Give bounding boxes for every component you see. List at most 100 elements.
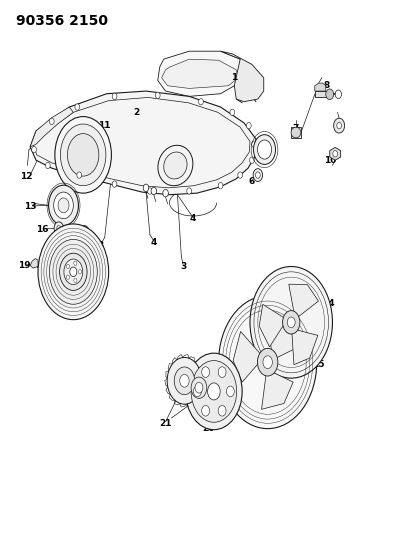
Circle shape [45, 163, 50, 168]
Circle shape [199, 99, 203, 105]
Circle shape [48, 185, 78, 225]
Circle shape [257, 349, 278, 376]
Circle shape [219, 296, 317, 429]
Circle shape [195, 382, 203, 393]
Circle shape [186, 353, 242, 430]
Text: 7: 7 [292, 124, 298, 133]
Circle shape [230, 109, 235, 116]
Polygon shape [162, 59, 238, 88]
Polygon shape [30, 259, 38, 268]
Polygon shape [268, 322, 301, 359]
Circle shape [163, 189, 168, 197]
Circle shape [147, 188, 152, 194]
Circle shape [66, 275, 69, 279]
Circle shape [333, 151, 338, 157]
Circle shape [112, 93, 117, 100]
Text: 17: 17 [73, 231, 85, 240]
Circle shape [155, 92, 160, 99]
Circle shape [191, 361, 237, 422]
Text: 10: 10 [324, 156, 337, 165]
Text: 12: 12 [20, 172, 32, 181]
Text: 3: 3 [180, 262, 186, 271]
Circle shape [287, 317, 295, 328]
Text: 4: 4 [190, 214, 196, 223]
Text: 90356 2150: 90356 2150 [17, 14, 108, 28]
Circle shape [326, 89, 334, 100]
Circle shape [238, 172, 243, 178]
Circle shape [252, 141, 256, 148]
Circle shape [247, 123, 251, 129]
Circle shape [67, 134, 99, 176]
Circle shape [74, 261, 77, 265]
Circle shape [64, 259, 83, 285]
Circle shape [49, 118, 54, 125]
Text: 15: 15 [312, 360, 325, 369]
Polygon shape [30, 107, 73, 147]
Circle shape [263, 356, 272, 368]
Circle shape [193, 386, 201, 397]
Polygon shape [289, 284, 318, 318]
Ellipse shape [158, 146, 193, 185]
Text: 21: 21 [159, 419, 172, 428]
Text: 1: 1 [231, 73, 238, 82]
Polygon shape [315, 91, 330, 98]
Circle shape [54, 222, 63, 235]
Ellipse shape [291, 127, 301, 138]
Circle shape [202, 367, 210, 377]
Circle shape [66, 264, 69, 269]
Circle shape [250, 157, 254, 164]
Text: 20: 20 [203, 424, 215, 433]
Circle shape [335, 90, 342, 99]
Polygon shape [221, 51, 264, 102]
Circle shape [255, 172, 260, 178]
Circle shape [55, 117, 112, 193]
Circle shape [282, 311, 300, 334]
Circle shape [54, 192, 73, 219]
Polygon shape [262, 372, 293, 409]
Text: 6: 6 [249, 177, 255, 186]
Text: 16: 16 [36, 225, 48, 234]
Circle shape [59, 253, 87, 290]
Circle shape [227, 386, 234, 397]
Text: 18: 18 [59, 295, 72, 304]
Polygon shape [291, 127, 301, 138]
Circle shape [60, 124, 106, 185]
Circle shape [75, 104, 80, 110]
Circle shape [250, 266, 333, 378]
Circle shape [58, 198, 69, 213]
Text: 4: 4 [151, 238, 157, 247]
Text: 5: 5 [257, 140, 263, 149]
Circle shape [174, 367, 195, 394]
Circle shape [218, 367, 226, 377]
Circle shape [337, 123, 342, 129]
Circle shape [78, 270, 82, 274]
Text: 14: 14 [322, 299, 335, 308]
Text: 8: 8 [323, 81, 330, 90]
Circle shape [151, 187, 156, 195]
Circle shape [77, 172, 82, 178]
Circle shape [202, 406, 210, 416]
Text: 19: 19 [18, 261, 31, 270]
Circle shape [253, 168, 262, 181]
Circle shape [257, 140, 271, 159]
Ellipse shape [164, 152, 187, 179]
Text: 2: 2 [133, 108, 139, 117]
Polygon shape [315, 83, 326, 91]
Circle shape [167, 358, 202, 404]
Circle shape [143, 184, 149, 191]
Text: 11: 11 [98, 121, 111, 130]
Circle shape [70, 267, 77, 277]
Circle shape [57, 225, 61, 231]
Circle shape [218, 406, 226, 416]
Text: 9: 9 [333, 124, 340, 133]
Text: 13: 13 [24, 203, 36, 212]
Polygon shape [158, 51, 244, 96]
Circle shape [49, 239, 97, 304]
Circle shape [208, 383, 220, 400]
Circle shape [191, 377, 207, 398]
Circle shape [253, 135, 275, 165]
Circle shape [80, 225, 89, 238]
Circle shape [74, 278, 77, 282]
Polygon shape [259, 304, 285, 347]
Circle shape [82, 229, 86, 235]
